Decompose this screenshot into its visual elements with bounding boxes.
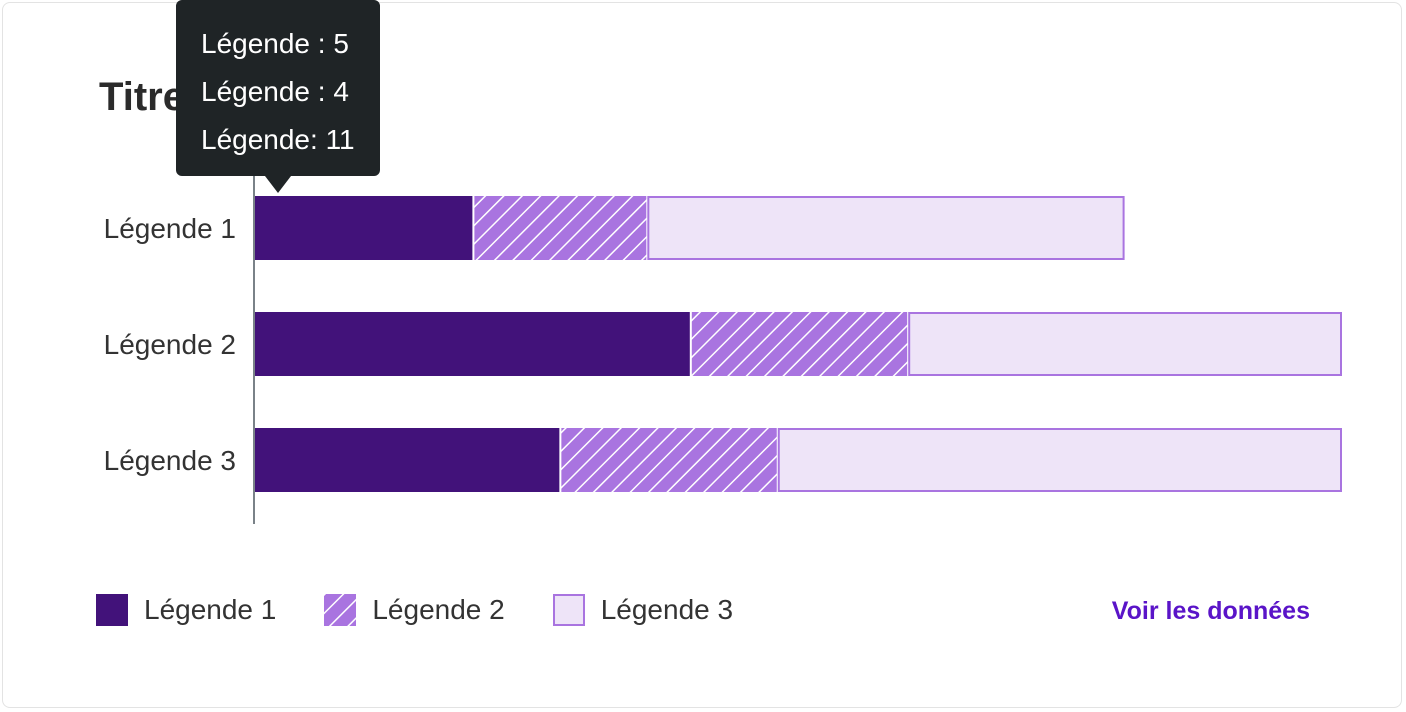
legend-item: Légende 1 bbox=[96, 594, 276, 626]
legend: Légende 1 Légende 2 Légende 3 bbox=[96, 588, 781, 632]
view-data-link[interactable]: Voir les données bbox=[1111, 597, 1310, 625]
tooltip: Légende : 5 Légende : 4 Légende: 11 bbox=[176, 0, 380, 193]
tooltip-line: Légende : 5 bbox=[201, 28, 349, 59]
legend-swatch-solid bbox=[96, 594, 128, 626]
legend-label: Légende 2 bbox=[372, 594, 505, 625]
bar-segment[interactable] bbox=[474, 196, 647, 260]
bar-segment[interactable] bbox=[777, 428, 1342, 492]
bar-segment[interactable] bbox=[561, 428, 777, 492]
legend-swatch-light bbox=[552, 594, 585, 626]
category-label: Légende 2 bbox=[104, 329, 236, 360]
legend-item: Légende 3 bbox=[552, 594, 734, 626]
bar-segment[interactable] bbox=[255, 428, 560, 492]
legend-swatch-hatched bbox=[324, 594, 357, 626]
bar-segment[interactable] bbox=[255, 196, 473, 260]
legend-label: Légende 1 bbox=[144, 594, 277, 625]
bar-segment[interactable] bbox=[647, 196, 1125, 260]
category-label: Légende 1 bbox=[104, 213, 236, 244]
bar-segment[interactable] bbox=[255, 312, 690, 376]
bar-segment[interactable] bbox=[908, 312, 1342, 376]
chart-title: Titre bbox=[99, 75, 185, 119]
tooltip-line: Légende : 4 bbox=[201, 76, 349, 107]
legend-label: Légende 3 bbox=[600, 594, 734, 625]
tooltip-line: Légende: 11 bbox=[201, 124, 355, 155]
bar-segment[interactable] bbox=[691, 312, 908, 376]
category-label: Légende 3 bbox=[104, 445, 236, 476]
legend-item: Légende 2 bbox=[324, 594, 505, 626]
